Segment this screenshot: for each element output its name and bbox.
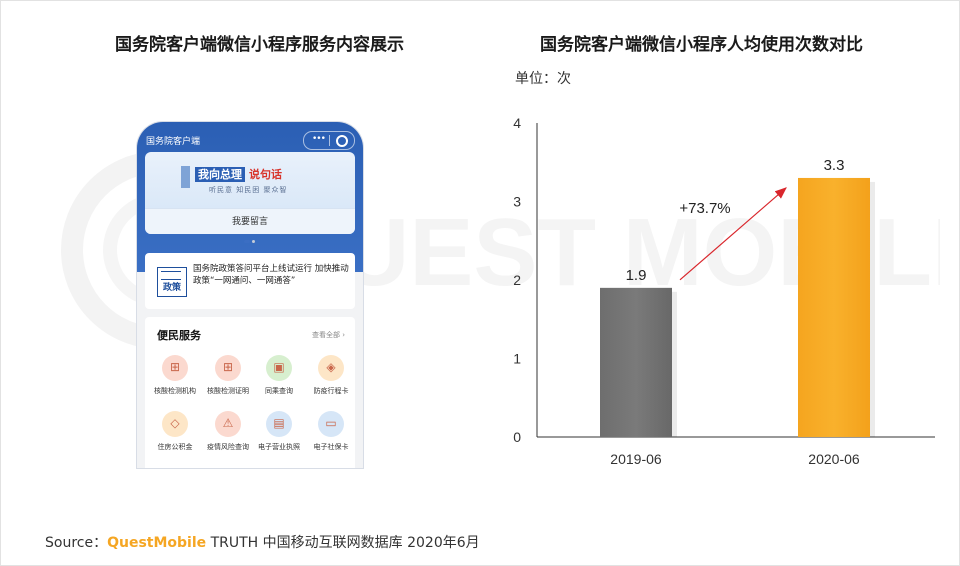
phone-app-name: 国务院客户端 bbox=[146, 137, 201, 147]
train-icon: ▣ bbox=[266, 355, 292, 381]
capsule-divider bbox=[329, 135, 330, 146]
service-glyph: ▭ bbox=[325, 416, 337, 430]
service-label: 电子营业执照 bbox=[258, 443, 300, 451]
license-icon: ▤ bbox=[266, 411, 292, 437]
service-glyph: ◈ bbox=[326, 360, 336, 374]
growth-arrow bbox=[679, 187, 787, 281]
service-glyph: ⚠ bbox=[222, 416, 234, 430]
chart-unit-label: 单位：次 bbox=[515, 71, 571, 87]
banner-title-part-a: 我向总理 bbox=[195, 167, 245, 182]
pager-dot bbox=[252, 240, 255, 243]
service-label: 同乘查询 bbox=[265, 387, 293, 395]
source-brand: QuestMobile bbox=[107, 535, 207, 551]
box-icon: ◇ bbox=[162, 411, 188, 437]
service-item: ⊞ 核酸检测机构 bbox=[149, 355, 201, 405]
package-icon: ◈ bbox=[318, 355, 344, 381]
services-title: 便民服务 bbox=[157, 329, 201, 342]
y-tick-label: 1 bbox=[513, 351, 521, 367]
growth-annotation: +73.7% bbox=[679, 200, 730, 217]
warning-icon: ⚠ bbox=[215, 411, 241, 437]
leave-message-button: 我要留言 bbox=[145, 208, 355, 234]
card-icon: ▭ bbox=[318, 411, 344, 437]
service-label: 疫情风险查询 bbox=[207, 443, 249, 451]
service-item: ⊞ 核酸检测证明 bbox=[202, 355, 254, 405]
x-tick-label: 2019-06 bbox=[610, 451, 662, 467]
more-dots-icon: ••• bbox=[312, 134, 326, 144]
banner-subtitle: 听民意 知民困 聚众智 bbox=[209, 186, 288, 194]
hospital-icon: ⊞ bbox=[215, 355, 241, 381]
policy-icon: 政策 bbox=[157, 267, 187, 297]
left-panel-title: 国务院客户端微信小程序服务内容展示 bbox=[115, 35, 404, 55]
bar-value-label: 1.9 bbox=[626, 267, 647, 284]
service-label: 电子社保卡 bbox=[313, 443, 349, 451]
hospital-icon: ⊞ bbox=[162, 355, 188, 381]
services-view-all-link: 查看全部 › bbox=[311, 331, 345, 339]
policy-icon-text: 政策 bbox=[162, 283, 181, 293]
policy-news-card: 政策 国务院政策答问平台上线试运行 加快推动政策“一网通问、一网通答” bbox=[145, 253, 355, 309]
services-card: 便民服务 查看全部 › ⊞ 核酸检测机构 ⊞ 核酸检测证明 ▣ 同乘查询 ◈ 防疫行程卡 ◇ 住房… bbox=[145, 317, 355, 468]
service-item: ◇ 住房公积金 bbox=[149, 411, 201, 461]
service-item: ▣ 同乘查询 bbox=[253, 355, 305, 405]
service-item: ▤ 电子营业执照 bbox=[253, 411, 305, 461]
y-tick-label: 3 bbox=[513, 194, 521, 210]
service-label: 核酸检测机构 bbox=[154, 387, 196, 395]
mini-program-screenshot: 国务院客户端 ••• 我向总理 说句话 听民意 知民困 聚众智 我要留言 政策 国… bbox=[137, 122, 363, 468]
source-note: Source：QuestMobile TRUTH 中国移动互联网数据库 2020… bbox=[45, 532, 480, 552]
policy-news-text: 国务院政策答问平台上线试运行 加快推动政策“一网通问、一网通答” bbox=[193, 264, 349, 286]
x-tick-label: 2020-06 bbox=[808, 451, 860, 467]
banner-title: 我向总理 说句话 bbox=[195, 166, 282, 182]
service-glyph: ▣ bbox=[273, 360, 285, 374]
banner-card: 我向总理 说句话 听民意 知民困 聚众智 我要留言 bbox=[145, 152, 355, 234]
chart-title: 国务院客户端微信小程序人均使用次数对比 bbox=[540, 35, 863, 55]
service-label: 防疫行程卡 bbox=[313, 387, 349, 395]
usage-bar-chart: 0 1 2 3 4 1.9 2019-06 3.3 2020-06 +73.7% bbox=[513, 115, 935, 467]
service-label: 核酸检测证明 bbox=[207, 387, 249, 395]
service-item: ◈ 防疫行程卡 bbox=[305, 355, 357, 405]
source-prefix: Source： bbox=[45, 535, 108, 551]
banner-pager bbox=[244, 240, 256, 243]
banner-decor-icon bbox=[181, 166, 190, 188]
bar-2019-06 bbox=[600, 287, 672, 437]
y-tick-label: 0 bbox=[513, 429, 521, 445]
close-target-icon bbox=[336, 135, 348, 147]
y-tick-label: 2 bbox=[513, 272, 521, 288]
service-label: 住房公积金 bbox=[157, 443, 193, 451]
pager-dot-active bbox=[244, 240, 250, 243]
service-glyph: ▤ bbox=[273, 416, 285, 430]
service-glyph: ◇ bbox=[170, 416, 180, 430]
service-item: ▭ 电子社保卡 bbox=[305, 411, 357, 461]
mini-program-capsule: ••• bbox=[303, 131, 355, 150]
service-glyph: ⊞ bbox=[222, 360, 234, 374]
y-tick-label: 4 bbox=[513, 115, 521, 131]
policy-icon-lines bbox=[161, 271, 181, 280]
banner-title-part-b: 说句话 bbox=[249, 168, 282, 181]
service-item: ⚠ 疫情风险查询 bbox=[202, 411, 254, 461]
bar-value-label: 3.3 bbox=[824, 157, 845, 174]
bar-2020-06 bbox=[798, 177, 870, 437]
service-glyph: ⊞ bbox=[169, 360, 181, 374]
source-rest: TRUTH 中国移动互联网数据库 2020年6月 bbox=[206, 535, 480, 551]
